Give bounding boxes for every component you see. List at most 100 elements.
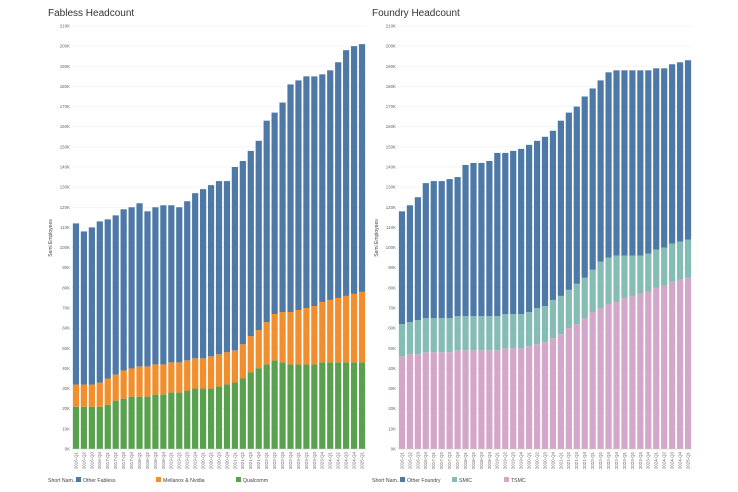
bar-mellanox-nvidia[interactable] [311, 305, 318, 365]
bar-tsmc[interactable] [454, 350, 461, 449]
bar-other-foundry[interactable] [557, 120, 564, 296]
bar-mellanox-nvidia[interactable] [80, 384, 88, 407]
bar-other-foundry[interactable] [581, 96, 588, 278]
bar-smic[interactable] [581, 277, 588, 319]
bar-tsmc[interactable] [676, 279, 684, 449]
bar-qualcomm[interactable] [128, 396, 135, 449]
bar-tsmc[interactable] [557, 334, 564, 449]
bar-other-fabless[interactable] [279, 102, 286, 313]
bar-mellanox-nvidia[interactable] [215, 354, 223, 387]
bar-qualcomm[interactable] [207, 388, 215, 449]
bar-tsmc[interactable] [581, 318, 588, 449]
legend-label[interactable]: SMIC [459, 478, 472, 484]
bar-other-fabless[interactable] [343, 50, 350, 296]
bar-tsmc[interactable] [438, 352, 445, 449]
bar-qualcomm[interactable] [223, 384, 231, 449]
bar-other-foundry[interactable] [621, 70, 628, 256]
bar-other-foundry[interactable] [669, 64, 676, 244]
bar-tsmc[interactable] [573, 324, 580, 449]
bar-smic[interactable] [565, 289, 572, 329]
bar-tsmc[interactable] [398, 356, 406, 449]
bar-other-foundry[interactable] [406, 205, 414, 323]
bar-mellanox-nvidia[interactable] [255, 330, 262, 369]
bar-mellanox-nvidia[interactable] [96, 382, 103, 407]
bar-mellanox-nvidia[interactable] [207, 356, 215, 389]
bar-tsmc[interactable] [533, 344, 541, 449]
bar-smic[interactable] [486, 316, 493, 351]
bar-other-fabless[interactable] [160, 205, 167, 365]
bar-tsmc[interactable] [613, 301, 620, 449]
bar-tsmc[interactable] [629, 295, 636, 449]
bar-other-foundry[interactable] [629, 70, 636, 256]
bar-other-foundry[interactable] [676, 62, 684, 242]
bar-qualcomm[interactable] [168, 392, 175, 449]
legend-label[interactable]: Mellanox & Nvidia [163, 478, 205, 484]
bar-other-foundry[interactable] [430, 181, 437, 319]
bar-smic[interactable] [637, 255, 644, 294]
bar-qualcomm[interactable] [136, 396, 143, 449]
bar-smic[interactable] [653, 249, 660, 288]
bar-other-fabless[interactable] [287, 84, 294, 313]
bar-mellanox-nvidia[interactable] [271, 314, 278, 361]
bar-mellanox-nvidia[interactable] [303, 308, 310, 365]
bar-smic[interactable] [676, 241, 684, 280]
bar-smic[interactable] [430, 318, 437, 353]
bar-other-foundry[interactable] [541, 136, 549, 306]
bar-smic[interactable] [541, 305, 549, 343]
bar-other-fabless[interactable] [200, 189, 207, 359]
bar-smic[interactable] [684, 239, 692, 278]
bar-mellanox-nvidia[interactable] [279, 312, 286, 363]
bar-tsmc[interactable] [637, 293, 644, 449]
bar-mellanox-nvidia[interactable] [176, 362, 183, 393]
bar-other-fabless[interactable] [223, 181, 231, 353]
bar-smic[interactable] [573, 283, 580, 325]
bar-tsmc[interactable] [565, 328, 572, 449]
bar-tsmc[interactable] [518, 348, 525, 449]
bar-tsmc[interactable] [549, 338, 557, 449]
bar-tsmc[interactable] [661, 285, 668, 449]
bar-other-foundry[interactable] [605, 72, 612, 258]
bar-mellanox-nvidia[interactable] [168, 362, 175, 393]
bar-qualcomm[interactable] [104, 404, 111, 449]
bar-qualcomm[interactable] [160, 394, 167, 449]
bar-tsmc[interactable] [669, 281, 676, 449]
bar-other-fabless[interactable] [247, 150, 254, 337]
bar-smic[interactable] [533, 308, 541, 345]
bar-other-fabless[interactable] [207, 185, 215, 357]
bar-qualcomm[interactable] [343, 362, 350, 449]
bar-mellanox-nvidia[interactable] [136, 366, 143, 397]
bar-other-fabless[interactable] [192, 193, 199, 359]
bar-qualcomm[interactable] [120, 398, 127, 449]
bar-other-foundry[interactable] [526, 144, 533, 313]
bar-mellanox-nvidia[interactable] [327, 299, 334, 363]
bar-qualcomm[interactable] [239, 378, 246, 450]
bar-smic[interactable] [502, 314, 509, 349]
bar-other-foundry[interactable] [438, 181, 445, 319]
bar-smic[interactable] [406, 322, 414, 355]
bar-other-fabless[interactable] [319, 74, 326, 302]
bar-smic[interactable] [605, 257, 612, 304]
bar-smic[interactable] [414, 320, 421, 355]
bar-smic[interactable] [589, 269, 596, 313]
bar-other-foundry[interactable] [422, 183, 429, 319]
bar-other-foundry[interactable] [502, 152, 509, 315]
bar-mellanox-nvidia[interactable] [104, 378, 111, 405]
bar-mellanox-nvidia[interactable] [112, 374, 119, 401]
bar-other-foundry[interactable] [597, 80, 604, 262]
bar-mellanox-nvidia[interactable] [120, 370, 127, 399]
bar-other-fabless[interactable] [80, 231, 88, 385]
bar-other-foundry[interactable] [398, 211, 406, 325]
bar-other-foundry[interactable] [454, 177, 461, 317]
bar-qualcomm[interactable] [72, 406, 80, 449]
bar-other-foundry[interactable] [613, 70, 620, 256]
bar-other-fabless[interactable] [263, 120, 270, 323]
bar-smic[interactable] [526, 312, 533, 347]
bar-smic[interactable] [669, 243, 676, 282]
legend-label[interactable]: Other Fabless [83, 478, 116, 484]
bar-other-fabless[interactable] [88, 227, 95, 385]
bar-tsmc[interactable] [446, 352, 453, 449]
bar-mellanox-nvidia[interactable] [231, 350, 238, 383]
bar-tsmc[interactable] [684, 277, 692, 449]
bar-qualcomm[interactable] [215, 386, 223, 449]
bar-tsmc[interactable] [502, 348, 509, 449]
